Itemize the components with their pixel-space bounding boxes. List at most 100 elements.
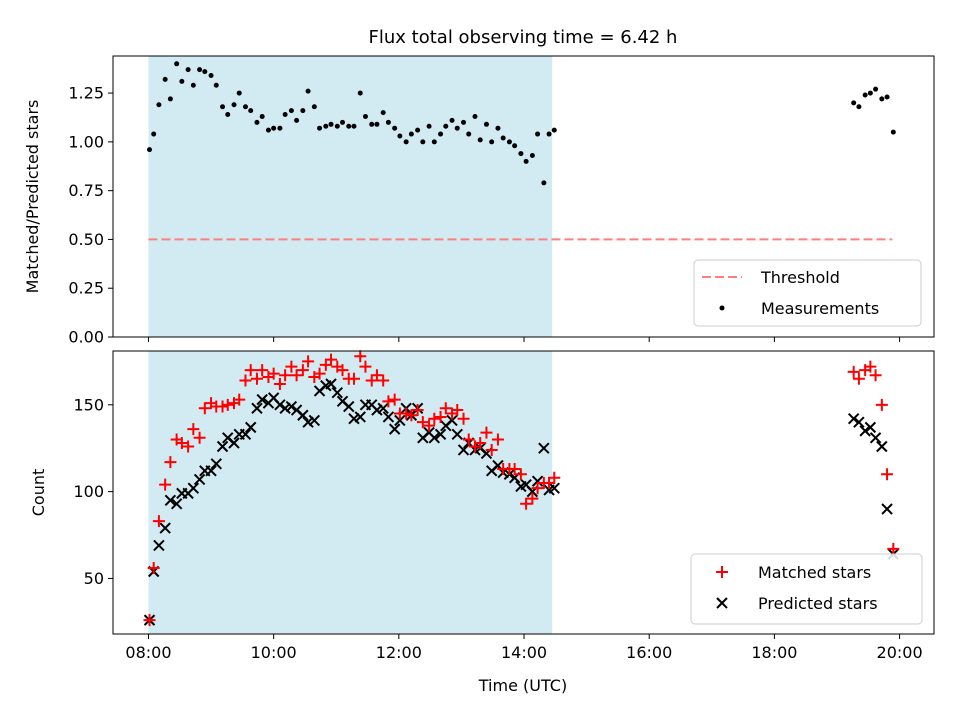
bottom-y-axis-label: Count xyxy=(29,469,48,517)
matched-star-marker xyxy=(543,476,556,489)
measurement-point xyxy=(380,110,386,116)
top-y-tick-label: 0.75 xyxy=(68,181,104,200)
measurement-point xyxy=(546,131,552,137)
measurement-point xyxy=(162,76,168,82)
measurement-point xyxy=(420,139,426,145)
measurement-point xyxy=(535,131,541,137)
predicted-star-marker xyxy=(377,402,389,415)
top-plot-frame xyxy=(112,55,935,338)
matched-star-marker xyxy=(336,364,349,377)
bottom-legend-box xyxy=(690,553,923,625)
measurement-point xyxy=(426,123,432,129)
matched-star-marker xyxy=(182,440,195,453)
matched-star-marker xyxy=(290,369,303,382)
legend-matched-label: Matched stars xyxy=(758,563,871,582)
matched-star-marker xyxy=(354,350,367,363)
top-y-tick-label: 0.50 xyxy=(68,230,104,249)
measurement-point xyxy=(431,139,437,145)
measurement-point xyxy=(449,117,455,123)
matched-star-marker xyxy=(233,393,246,406)
measurement-point xyxy=(551,127,557,133)
x-tick-label: 16:00 xyxy=(626,643,672,662)
measurement-point xyxy=(851,100,857,106)
predicted-star-marker xyxy=(285,400,298,413)
measurement-point xyxy=(147,147,153,153)
predicted-star-marker xyxy=(187,482,200,494)
matched-star-marker xyxy=(382,395,395,408)
matched-star-marker xyxy=(143,614,156,627)
matched-star-marker xyxy=(325,353,338,366)
matched-star-marker xyxy=(520,497,533,510)
matched-star-marker xyxy=(508,463,521,476)
x-tick-label: 20:00 xyxy=(877,643,923,662)
legend-threshold-label: Threshold xyxy=(760,268,840,287)
matched-star-marker xyxy=(480,426,493,439)
measurement-point xyxy=(323,123,329,129)
measurement-point xyxy=(328,121,334,127)
matched-star-marker xyxy=(187,423,200,436)
measurement-point xyxy=(197,67,203,73)
measurement-point xyxy=(495,125,501,131)
matched-star-marker xyxy=(193,431,206,444)
measurement-point xyxy=(529,153,535,159)
bottom-legend: Matched stars Predicted stars xyxy=(690,553,923,625)
top-legend: Threshold Measurements xyxy=(693,259,922,327)
matched-star-marker xyxy=(416,416,429,429)
measurement-point xyxy=(346,123,352,129)
predicted-star-marker xyxy=(451,428,463,441)
measurement-point xyxy=(288,108,294,114)
matched-star-marker xyxy=(273,377,286,390)
bottom-panel: 50 100 150 08:00 10:00 12:00 14:00 16:00 18:00 2… xyxy=(29,350,935,695)
predicted-star-marker xyxy=(457,444,470,456)
matched-star-marker xyxy=(216,400,229,413)
matched-star-marker xyxy=(474,437,487,450)
top-legend-box xyxy=(693,259,922,327)
measurement-point xyxy=(231,102,237,108)
matched-star-marker xyxy=(296,364,309,377)
measurement-point xyxy=(369,121,375,127)
legend-predicted-label: Predicted stars xyxy=(758,594,878,613)
predicted-star-marker xyxy=(274,399,286,411)
measurement-point xyxy=(242,104,248,110)
x-axis-label: Time (UTC) xyxy=(478,676,567,695)
measurement-point xyxy=(294,117,300,123)
matched-star-marker xyxy=(159,478,172,491)
matched-star-marker xyxy=(152,515,165,528)
matched-star-marker xyxy=(869,369,882,382)
predicted-star-marker xyxy=(193,473,206,486)
predicted-star-marker xyxy=(434,428,447,441)
top-y-tick-label: 1.25 xyxy=(68,84,104,103)
measurement-point xyxy=(305,88,311,94)
predicted-star-marker xyxy=(876,440,888,453)
measurement-point xyxy=(392,125,398,131)
predicted-star-marker xyxy=(297,409,309,421)
matched-star-marker xyxy=(370,369,383,382)
matched-star-marker xyxy=(319,358,332,371)
measurement-point xyxy=(438,131,444,137)
predicted-star-marker xyxy=(859,425,871,437)
top-y-axis-label: Matched/Predicted stars xyxy=(23,100,42,294)
predicted-star-marker xyxy=(159,522,171,534)
matched-star-marker xyxy=(457,412,470,425)
measurement-point xyxy=(506,139,512,145)
matched-star-marker xyxy=(198,402,211,415)
matched-star-marker xyxy=(485,443,498,456)
x-tick-label: 14:00 xyxy=(501,643,547,662)
predicted-star-marker xyxy=(239,428,252,441)
measurement-point xyxy=(254,119,260,125)
measurement-point xyxy=(156,102,162,108)
matched-star-marker xyxy=(887,542,900,555)
measurement-point xyxy=(541,180,547,186)
matched-star-marker xyxy=(405,409,418,422)
measurement-point xyxy=(179,78,185,84)
measurement-point xyxy=(443,123,449,129)
measurement-point xyxy=(873,86,879,92)
x-tick-label: 10:00 xyxy=(251,643,297,662)
matched-star-marker xyxy=(526,492,539,505)
matched-star-marker xyxy=(852,372,865,385)
predicted-star-marker xyxy=(170,498,183,510)
measurement-point xyxy=(518,151,524,157)
measurement-point xyxy=(477,137,483,143)
predicted-star-marker xyxy=(394,414,406,427)
matched-star-marker xyxy=(285,360,298,373)
